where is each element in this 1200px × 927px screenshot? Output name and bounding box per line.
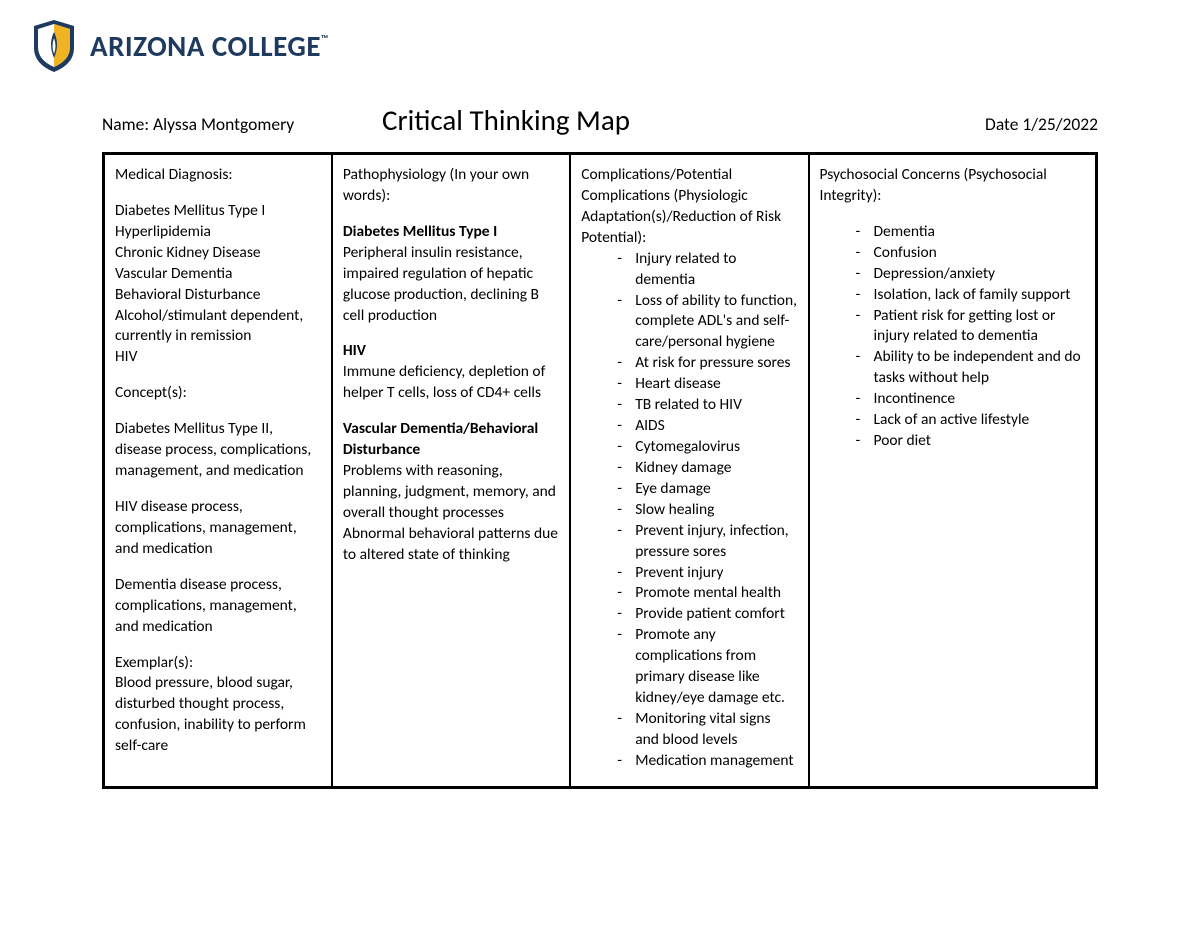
patho-subhead: Vascular Dementia/Behavioral Disturbance [343, 419, 559, 461]
concept-line: Diabetes Mellitus Type II, disease proce… [115, 419, 321, 482]
diag-line: Vascular Dementia [115, 264, 321, 285]
list-item: Injury related to dementia [617, 249, 797, 291]
cell-complications: Complications/Potential Complications (P… [570, 154, 808, 788]
list-item: Promote mental health [617, 583, 797, 604]
exemplar-text: Blood pressure, blood sugar, disturbed t… [115, 673, 321, 757]
date-value: 1/25/2022 [1022, 113, 1098, 135]
cell-medical-diagnosis: Medical Diagnosis: Diabetes Mellitus Typ… [104, 154, 332, 788]
table-row: Medical Diagnosis: Diabetes Mellitus Typ… [104, 154, 1097, 788]
diag-line: HIV [115, 347, 321, 368]
list-item: Poor diet [856, 431, 1086, 452]
list-item: Prevent injury [617, 563, 797, 584]
patho-subhead: Diabetes Mellitus Type I [343, 222, 559, 243]
diag-line: Behavioral Disturbance [115, 285, 321, 306]
heading-patho: Pathophysiology (In your own words): [343, 165, 559, 207]
list-item: Provide patient comfort [617, 604, 797, 625]
org-name: ARIZONA COLLEGE™ [90, 28, 329, 64]
list-item: Depression/anxiety [856, 264, 1086, 285]
heading-diagnosis: Medical Diagnosis: [115, 165, 321, 186]
psychosocial-list: Dementia Confusion Depression/anxiety Is… [820, 222, 1086, 452]
list-item: Isolation, lack of family support [856, 285, 1086, 306]
heading-concepts: Concept(s): [115, 383, 321, 404]
diag-line: Alcohol/stimulant dependent, currently i… [115, 306, 321, 348]
list-item: Cytomegalovirus [617, 437, 797, 458]
heading-complications: Complications/Potential Complications (P… [581, 165, 797, 249]
header-row: Name: Alyssa Montgomery Critical Thinkin… [30, 102, 1170, 138]
diag-line: Chronic Kidney Disease [115, 243, 321, 264]
name-value: Alyssa Montgomery [153, 113, 294, 135]
page: ARIZONA COLLEGE™ Name: Alyssa Montgomery… [0, 0, 1200, 829]
list-item: Ability to be independent and do tasks w… [856, 347, 1086, 389]
diag-line: Diabetes Mellitus Type I [115, 201, 321, 222]
name-label: Name: [102, 113, 149, 135]
list-item: TB related to HIV [617, 395, 797, 416]
concept-line: HIV disease process, complications, mana… [115, 497, 321, 560]
list-item: Slow healing [617, 500, 797, 521]
patho-body: Immune deficiency, depletion of helper T… [343, 362, 559, 404]
page-title: Critical Thinking Map [372, 102, 985, 138]
diag-line: Hyperlipidemia [115, 222, 321, 243]
list-item: Monitoring vital signs and blood levels [617, 709, 797, 751]
cell-psychosocial: Psychosocial Concerns (Psychosocial Inte… [809, 154, 1097, 788]
concept-line: Dementia disease process, complications,… [115, 575, 321, 638]
list-item: Promote any complications from primary d… [617, 625, 797, 709]
list-item: Confusion [856, 243, 1086, 264]
date-field: Date 1/25/2022 [985, 113, 1098, 135]
list-item: At risk for pressure sores [617, 353, 797, 374]
list-item: Prevent injury, infection, pressure sore… [617, 521, 797, 563]
list-item: Dementia [856, 222, 1086, 243]
heading-exemplar: Exemplar(s): [115, 653, 321, 674]
list-item: Patient risk for getting lost or injury … [856, 306, 1086, 348]
list-item: Incontinence [856, 389, 1086, 410]
trademark: ™ [321, 32, 329, 45]
list-item: Kidney damage [617, 458, 797, 479]
list-item: Lack of an active lifestyle [856, 410, 1086, 431]
list-item: Medication management [617, 751, 797, 772]
complications-list: Injury related to dementia Loss of abili… [581, 249, 797, 772]
list-item: Eye damage [617, 479, 797, 500]
logo-row: ARIZONA COLLEGE™ [30, 18, 1170, 74]
cell-pathophysiology: Pathophysiology (In your own words): Dia… [332, 154, 570, 788]
patho-body: Abnormal behavioral patterns due to alte… [343, 524, 559, 566]
patho-body: Peripheral insulin resistance, impaired … [343, 243, 559, 327]
date-label: Date [985, 113, 1018, 135]
patho-subhead: HIV [343, 341, 559, 362]
critical-thinking-table: Medical Diagnosis: Diabetes Mellitus Typ… [102, 152, 1098, 789]
shield-icon [30, 18, 78, 74]
name-field: Name: Alyssa Montgomery [102, 113, 372, 135]
org-name-text: ARIZONA COLLEGE [90, 28, 321, 64]
patho-body: Problems with reasoning, planning, judgm… [343, 461, 559, 524]
list-item: Heart disease [617, 374, 797, 395]
list-item: AIDS [617, 416, 797, 437]
heading-psychosocial: Psychosocial Concerns (Psychosocial Inte… [820, 165, 1086, 207]
list-item: Loss of ability to function, complete AD… [617, 291, 797, 354]
